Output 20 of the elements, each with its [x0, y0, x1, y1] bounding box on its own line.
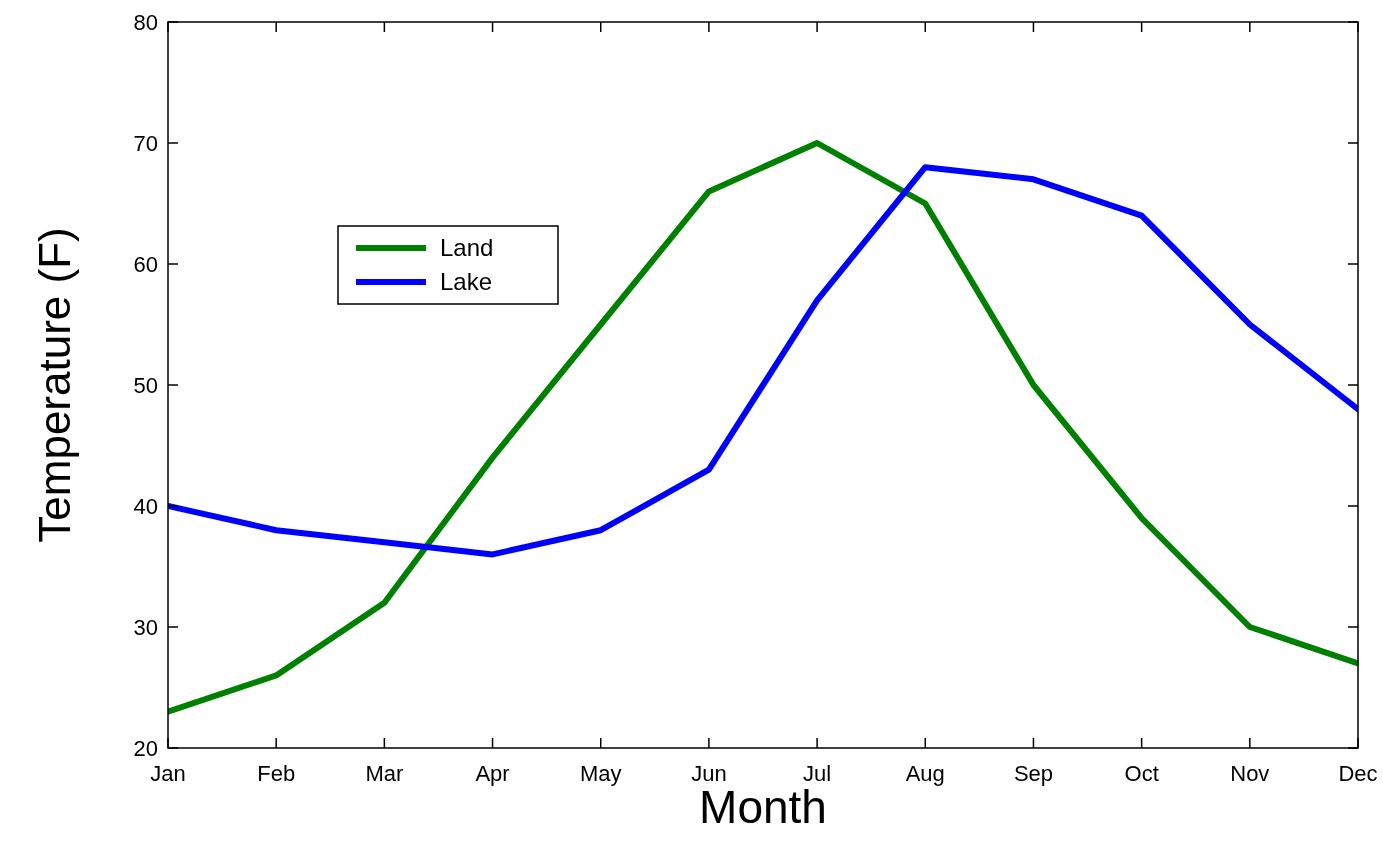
y-tick-label: 20 [133, 735, 158, 761]
x-tick-label: Dec [1338, 761, 1378, 786]
x-tick-label: Sep [1013, 761, 1054, 786]
y-tick-label: 60 [133, 251, 158, 277]
x-tick-label: Nov [1230, 761, 1270, 786]
x-tick-label: Jan [150, 761, 186, 786]
x-tick-label: Oct [1124, 761, 1159, 786]
x-tick-label: Aug [905, 761, 945, 786]
x-tick-label: Mar [365, 761, 404, 786]
y-tick-label: 30 [133, 614, 158, 640]
legend-label: Lake [440, 268, 493, 296]
legend-label: Land [440, 234, 494, 262]
y-tick-label: 70 [133, 130, 158, 156]
x-tick-label: Feb [257, 761, 296, 786]
y-tick-label: 40 [133, 493, 158, 519]
x-tick-label: May [579, 761, 622, 786]
y-axis-title: Temperature (F) [30, 227, 79, 543]
y-tick-label: 50 [133, 372, 158, 398]
x-tick-label: Apr [475, 761, 510, 786]
y-tick-label: 80 [133, 9, 158, 35]
